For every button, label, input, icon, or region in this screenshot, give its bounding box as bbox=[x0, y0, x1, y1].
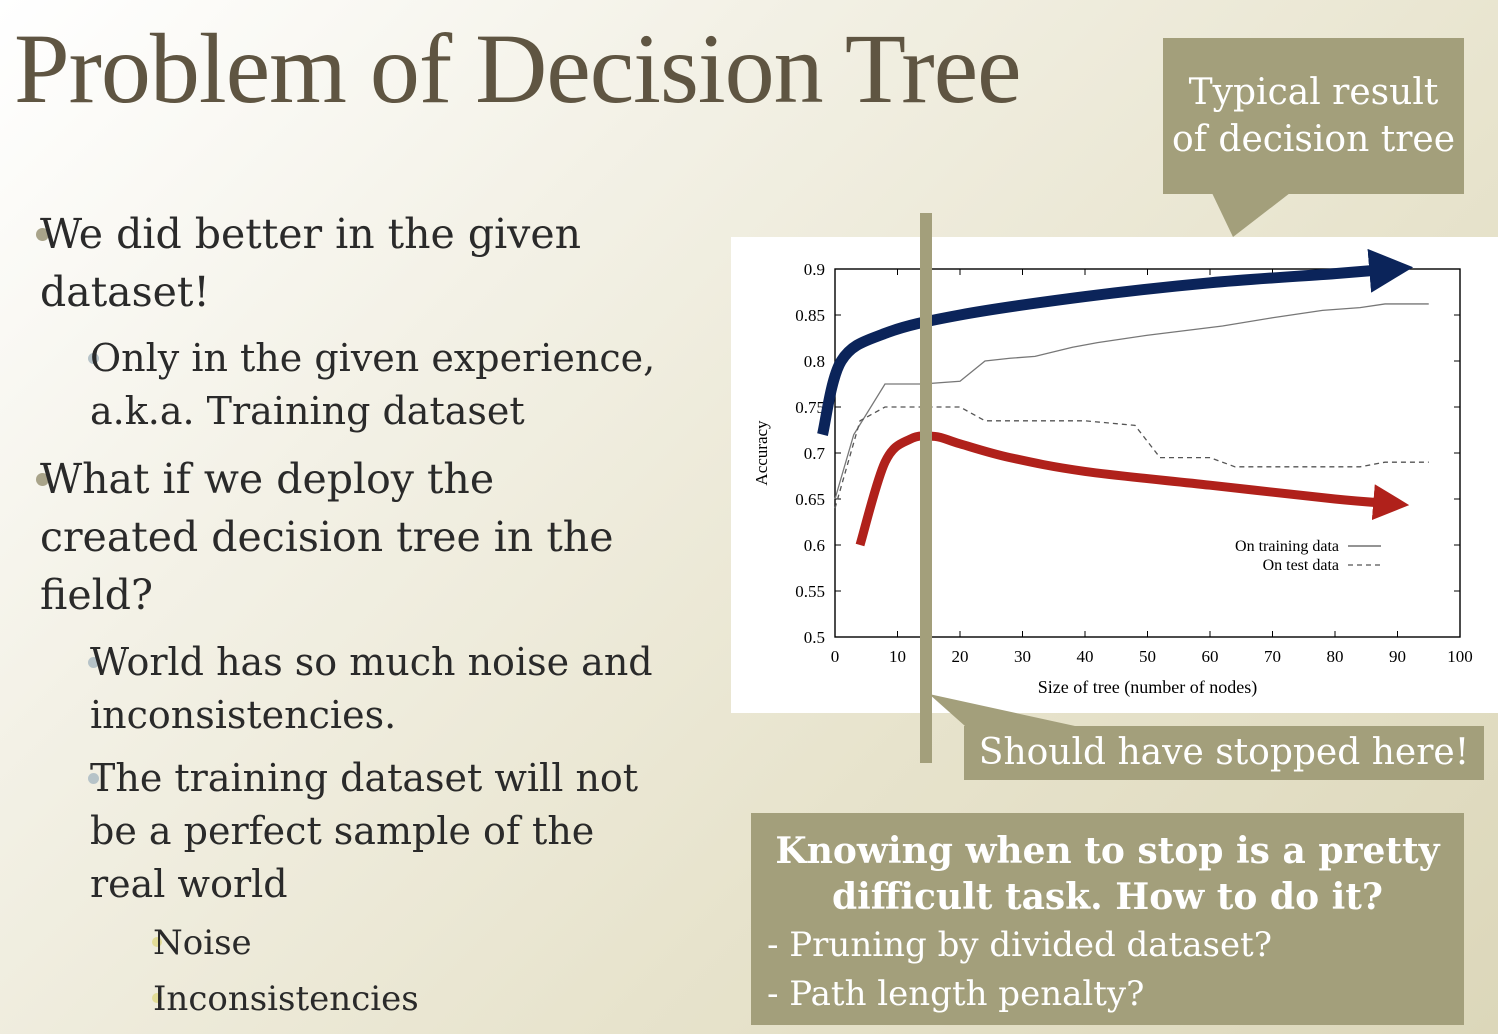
bullet-text-level-2: a.k.a. Training dataset bbox=[90, 389, 525, 433]
test-trend-arrow bbox=[855, 431, 1410, 547]
x-tick-label: 80 bbox=[1327, 647, 1344, 666]
bullet-text-level-3: Inconsistencies bbox=[153, 979, 419, 1019]
x-tick-label: 30 bbox=[1014, 647, 1031, 666]
accuracy-chart: 0 10 20 30 40 50 60 70 80 90 100 0.5 0.55 0.6 0.65 0.7 0… bbox=[752, 248, 1473, 698]
x-tick-label: 70 bbox=[1264, 647, 1281, 666]
callout-heading-line-1: Knowing when to stop is a pretty bbox=[775, 830, 1440, 872]
callout-typical-line-1: Typical result bbox=[1188, 72, 1439, 113]
bullet-dot bbox=[36, 473, 49, 486]
y-tick-label: 0.8 bbox=[804, 352, 825, 371]
callout-typical-result: Typical result of decision tree bbox=[1163, 38, 1464, 194]
stop-marker-line bbox=[920, 213, 932, 763]
x-tick-label: 20 bbox=[952, 647, 969, 666]
y-tick-label: 0.5 bbox=[804, 628, 825, 647]
series-training-line bbox=[834, 303, 1429, 500]
callout-item-path-length: - Path length penalty? bbox=[767, 974, 1145, 1014]
legend-label: On training data bbox=[1235, 538, 1339, 555]
bullet-text-level-2: inconsistencies. bbox=[90, 693, 397, 737]
x-tick-label: 50 bbox=[1139, 647, 1156, 666]
chart-panel: 0 10 20 30 40 50 60 70 80 90 100 0.5 0.55 0.6 0.65 0.7 0… bbox=[731, 237, 1498, 713]
bullet-text-level-2: Only in the given experience, bbox=[90, 336, 656, 380]
bullet-text-level-1: We did better in the given bbox=[40, 210, 582, 258]
y-tick-label: 0.7 bbox=[804, 444, 826, 463]
callout-stop-pointer bbox=[929, 694, 1075, 726]
y-tick-label: 0.55 bbox=[795, 582, 825, 601]
bullet-text-level-2: The training dataset will not bbox=[90, 756, 639, 800]
bullet-dot bbox=[88, 656, 99, 668]
callout-knowing-when-to-stop: Knowing when to stop is a pretty difficu… bbox=[751, 813, 1464, 1025]
x-tick-label: 100 bbox=[1447, 647, 1473, 666]
y-tick-label: 0.65 bbox=[795, 490, 825, 509]
bullet-text-level-2: World has so much noise and bbox=[90, 640, 653, 684]
bullet-text-level-1: What if we deploy the bbox=[40, 455, 495, 503]
callout-heading-line-2: difficult task. How to do it? bbox=[831, 876, 1384, 918]
slide-title: Problem of Decision Tree bbox=[14, 13, 1021, 124]
bullet-dot bbox=[36, 228, 49, 241]
bullet-text-level-2: be a perfect sample of the bbox=[90, 809, 595, 853]
bullet-text-level-2: real world bbox=[90, 862, 288, 906]
x-tick-label: 60 bbox=[1202, 647, 1219, 666]
bullet-text-level-1: dataset! bbox=[40, 268, 210, 316]
legend-label: On test data bbox=[1263, 557, 1339, 574]
x-tick-label: 90 bbox=[1389, 647, 1406, 666]
training-trend-arrow bbox=[817, 248, 1414, 436]
callout-item-pruning: - Pruning by divided dataset? bbox=[767, 925, 1272, 965]
callout-typical-line-2: of decision tree bbox=[1171, 119, 1456, 160]
callout-typical-pointer bbox=[1212, 193, 1290, 237]
bullet-dot bbox=[88, 772, 99, 784]
y-axis-label: Accuracy bbox=[752, 420, 771, 486]
bullet-text-level-1: created decision tree in the bbox=[40, 513, 614, 561]
bullet-text-level-1: field? bbox=[40, 571, 153, 619]
y-tick-label: 0.9 bbox=[804, 260, 825, 279]
x-axis-label: Size of tree (number of nodes) bbox=[1038, 677, 1257, 698]
x-tick-label: 10 bbox=[889, 647, 906, 666]
bullet-dot bbox=[88, 352, 99, 364]
y-tick-label: 0.85 bbox=[795, 306, 825, 325]
y-tick-label: 0.6 bbox=[804, 536, 825, 555]
x-tick-label: 0 bbox=[831, 647, 840, 666]
callout-should-have-stopped: Should have stopped here! bbox=[964, 726, 1484, 780]
x-tick-label: 40 bbox=[1077, 647, 1094, 666]
bullet-dot bbox=[152, 993, 162, 1003]
y-tick-label: 0.75 bbox=[795, 398, 825, 417]
bullet-dot bbox=[152, 937, 162, 947]
bullet-text-level-3: Noise bbox=[153, 923, 252, 963]
